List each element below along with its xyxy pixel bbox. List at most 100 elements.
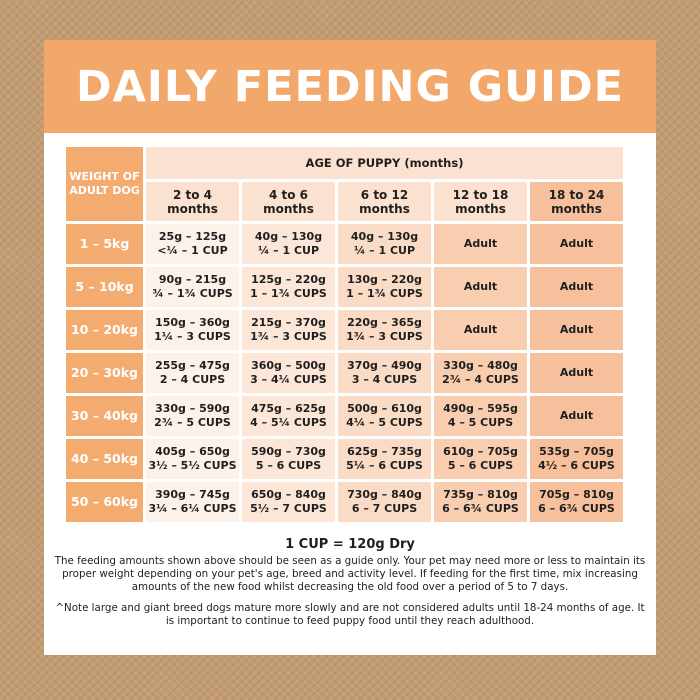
cups-range: 5½ – 7 CUPS (250, 502, 327, 515)
feeding-cell: 535g – 705g 4½ – 6 CUPS (530, 439, 623, 479)
cups-range: 4 – 5¼ CUPS (250, 416, 327, 429)
title-banner: DAILY FEEDING GUIDE (44, 40, 656, 133)
cups-range: ¼ – 1 CUP (353, 244, 416, 257)
cups-range: 3 – 4 CUPS (351, 373, 418, 386)
feeding-cell: 40g – 130g ¼ – 1 CUP (338, 224, 431, 264)
cups-range: 2¾ – 4 CUPS (442, 373, 519, 386)
weight-label: 5 – 10kg (66, 267, 143, 307)
grams-range: 125g – 220g (251, 273, 326, 286)
weight-label: 1 – 5kg (66, 224, 143, 264)
grams-range: 475g – 625g (251, 402, 326, 415)
feeding-cell: 255g – 475g 2 – 4 CUPS (146, 353, 239, 393)
grams-range: 730g – 840g (347, 488, 422, 501)
feeding-cell: 405g – 650g 3½ – 5½ CUPS (146, 439, 239, 479)
table-row: 40 – 50kg 405g – 650g 3½ – 5½ CUPS 590g – 7… (66, 439, 623, 479)
grams-range: 500g – 610g (347, 402, 422, 415)
feeding-cell: 220g – 365g 1¾ – 3 CUPS (338, 310, 431, 350)
feeding-cell: 500g – 610g 4¼ – 5 CUPS (338, 396, 431, 436)
feeding-cell: 610g – 705g 5 – 6 CUPS (434, 439, 527, 479)
grams-range: 330g – 480g (443, 359, 518, 372)
feeding-note: The feeding amounts shown above should b… (54, 555, 646, 593)
age-column-6-12: 6 to 12 months (338, 182, 431, 221)
feeding-cell: Adult (434, 267, 527, 307)
page-title: DAILY FEEDING GUIDE (75, 61, 625, 112)
table-row: 10 – 20kg 150g – 360g 1¼ – 3 CUPS 215g – 37… (66, 310, 623, 350)
table-row: 1 – 5kg 25g – 125g <¼ – 1 CUP 40g – 130g ¼ –… (66, 224, 623, 264)
cups-range: 4¼ – 5 CUPS (346, 416, 423, 429)
feeding-cell: 625g – 735g 5¼ – 6 CUPS (338, 439, 431, 479)
cups-range: 2¾ – 5 CUPS (154, 416, 231, 429)
feeding-cell: Adult (530, 396, 623, 436)
feeding-cell: Adult (530, 353, 623, 393)
grams-range: 150g – 360g (155, 316, 230, 329)
table-row: 5 – 10kg 90g – 215g ¾ – 1¾ CUPS 125g – 220g… (66, 267, 623, 307)
grams-range: 370g – 490g (347, 359, 422, 372)
weight-label: 40 – 50kg (66, 439, 143, 479)
cup-conversion: 1 CUP = 120g Dry (285, 537, 415, 552)
feeding-cell: 650g – 840g 5½ – 7 CUPS (242, 482, 335, 522)
feeding-cell: 705g – 810g 6 – 6¾ CUPS (530, 482, 623, 522)
grams-range: 390g – 745g (155, 488, 230, 501)
grams-range: 220g – 365g (347, 316, 422, 329)
age-column-2-4: 2 to 4 months (146, 182, 239, 221)
feeding-cell: 215g – 370g 1¾ – 3 CUPS (242, 310, 335, 350)
weight-label: 50 – 60kg (66, 482, 143, 522)
feeding-guide-card: DAILY FEEDING GUIDE WEIGHT OF ADULT DOG … (44, 40, 656, 655)
cups-range: 5 – 6 CUPS (255, 459, 322, 472)
cups-range: 4 – 5 CUPS (447, 416, 514, 429)
weight-label: 30 – 40kg (66, 396, 143, 436)
grams-range: 40g – 130g (254, 230, 323, 243)
feeding-cell: Adult (530, 310, 623, 350)
cups-range: 5 – 6 CUPS (447, 459, 514, 472)
cups-range: 3½ – 5½ CUPS (148, 459, 237, 472)
feeding-cell: 25g – 125g <¼ – 1 CUP (146, 224, 239, 264)
feeding-cell: 475g – 625g 4 – 5¼ CUPS (242, 396, 335, 436)
table-row: 30 – 40kg 330g – 590g 2¾ – 5 CUPS 475g – 62… (66, 396, 623, 436)
grams-range: 90g – 215g (158, 273, 227, 286)
grams-range: 330g – 590g (155, 402, 230, 415)
cups-range: 1 – 1¾ CUPS (250, 287, 327, 300)
table-row: 20 – 30kg 255g – 475g 2 – 4 CUPS 360g – 500… (66, 353, 623, 393)
grams-range: 360g – 500g (251, 359, 326, 372)
cups-range: 6 – 6¾ CUPS (538, 502, 615, 515)
grams-range: 535g – 705g (539, 445, 614, 458)
table-body: 1 – 5kg 25g – 125g <¼ – 1 CUP 40g – 130g ¼ –… (66, 224, 623, 522)
feeding-cell: 590g – 730g 5 – 6 CUPS (242, 439, 335, 479)
grams-range: Adult (559, 366, 594, 379)
grams-range: 610g – 705g (443, 445, 518, 458)
feeding-cell: 130g – 220g 1 – 1¾ CUPS (338, 267, 431, 307)
feeding-cell: Adult (530, 224, 623, 264)
table-header-row: WEIGHT OF ADULT DOG AGE OF PUPPY (months… (66, 147, 623, 221)
footer: 1 CUP = 120g Dry The feeding amounts sho… (44, 537, 656, 628)
grams-range: 490g – 595g (443, 402, 518, 415)
feeding-cell: 330g – 480g 2¾ – 4 CUPS (434, 353, 527, 393)
weight-label: 10 – 20kg (66, 310, 143, 350)
grams-range: 705g – 810g (539, 488, 614, 501)
feeding-cell: Adult (530, 267, 623, 307)
cups-range: 2 – 4 CUPS (159, 373, 226, 386)
age-column-header: AGE OF PUPPY (months) (146, 147, 623, 179)
cups-range: ¼ – 1 CUP (257, 244, 320, 257)
feeding-cell: 490g – 595g 4 – 5 CUPS (434, 396, 527, 436)
cups-range: 1¼ – 3 CUPS (154, 330, 231, 343)
grams-range: 625g – 735g (347, 445, 422, 458)
grams-range: 650g – 840g (251, 488, 326, 501)
feeding-cell: 40g – 130g ¼ – 1 CUP (242, 224, 335, 264)
cups-range: 6 – 7 CUPS (351, 502, 418, 515)
grams-range: Adult (559, 280, 594, 293)
feeding-cell: 390g – 745g 3¼ – 6¼ CUPS (146, 482, 239, 522)
age-column-12-18: 12 to 18 months (434, 182, 527, 221)
grams-range: 25g – 125g (158, 230, 227, 243)
feeding-cell: Adult (434, 310, 527, 350)
grams-range: 735g – 810g (443, 488, 518, 501)
cups-range: 1 – 1¾ CUPS (346, 287, 423, 300)
grams-range: Adult (559, 323, 594, 336)
weight-label: 20 – 30kg (66, 353, 143, 393)
feeding-cell: 370g – 490g 3 – 4 CUPS (338, 353, 431, 393)
cups-range: 1¾ – 3 CUPS (250, 330, 327, 343)
cups-range: ¾ – 1¾ CUPS (152, 287, 233, 300)
grams-range: 40g – 130g (350, 230, 419, 243)
feeding-cell: 730g – 840g 6 – 7 CUPS (338, 482, 431, 522)
feeding-table: WEIGHT OF ADULT DOG AGE OF PUPPY (months… (63, 144, 626, 525)
feeding-cell: 90g – 215g ¾ – 1¾ CUPS (146, 267, 239, 307)
